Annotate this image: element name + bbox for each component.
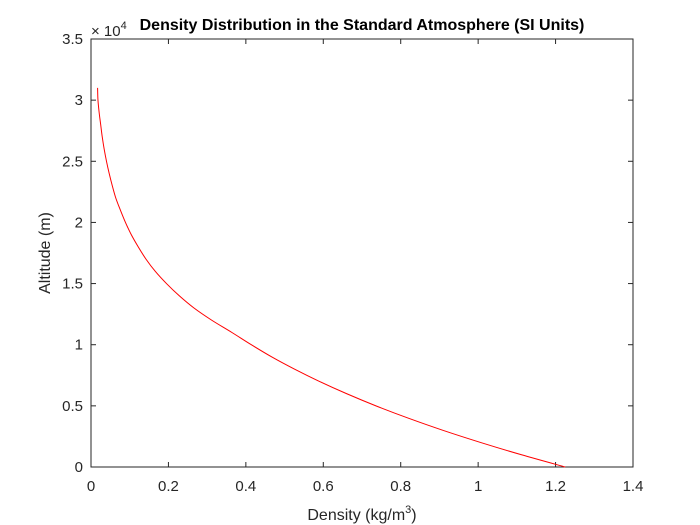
y-tick-label: 3 xyxy=(75,92,83,109)
y-tick-label: 3.5 xyxy=(62,31,83,48)
y-tick-label: 0 xyxy=(75,459,83,476)
x-tick-label: 0.6 xyxy=(313,478,334,495)
x-tick-label: 0 xyxy=(87,478,95,495)
y-tick-label: 1 xyxy=(75,337,83,354)
y-axis-exponent: × 104 xyxy=(91,20,127,40)
x-tick-label: 0.4 xyxy=(235,478,256,495)
x-axis-label-main: Density (kg/m xyxy=(307,507,405,524)
x-axis-label-superscript: 3 xyxy=(405,504,411,516)
x-tick-label: 1.2 xyxy=(545,478,566,495)
plot-area xyxy=(90,38,634,468)
x-tick-label: 1 xyxy=(474,478,482,495)
x-axis-label-suffix: ) xyxy=(411,507,416,524)
y-tick-label: 1.5 xyxy=(62,276,83,293)
x-tick-label: 0.2 xyxy=(158,478,179,495)
y-axis-label: Altitude (m) xyxy=(37,212,54,294)
y-tick-label: 2.5 xyxy=(62,153,83,170)
y-tick-label: 0.5 xyxy=(62,398,83,415)
y-axis-ticks: 0 0.5 1 1.5 2 2.5 3 3.5 xyxy=(62,31,633,476)
chart-title: Density Distribution in the Standard Atm… xyxy=(140,17,585,34)
y-exponent-prefix: × 10 xyxy=(91,23,121,40)
x-axis-ticks: 0 0.2 0.4 0.6 0.8 1 1.2 1.4 xyxy=(87,39,644,495)
series-line xyxy=(97,87,566,468)
y-tick-label: 2 xyxy=(75,214,83,231)
y-exponent-power: 4 xyxy=(121,20,127,32)
x-tick-label: 1.4 xyxy=(623,478,644,495)
x-tick-label: 0.8 xyxy=(390,478,411,495)
x-axis-label: Density (kg/m3) xyxy=(307,504,416,524)
